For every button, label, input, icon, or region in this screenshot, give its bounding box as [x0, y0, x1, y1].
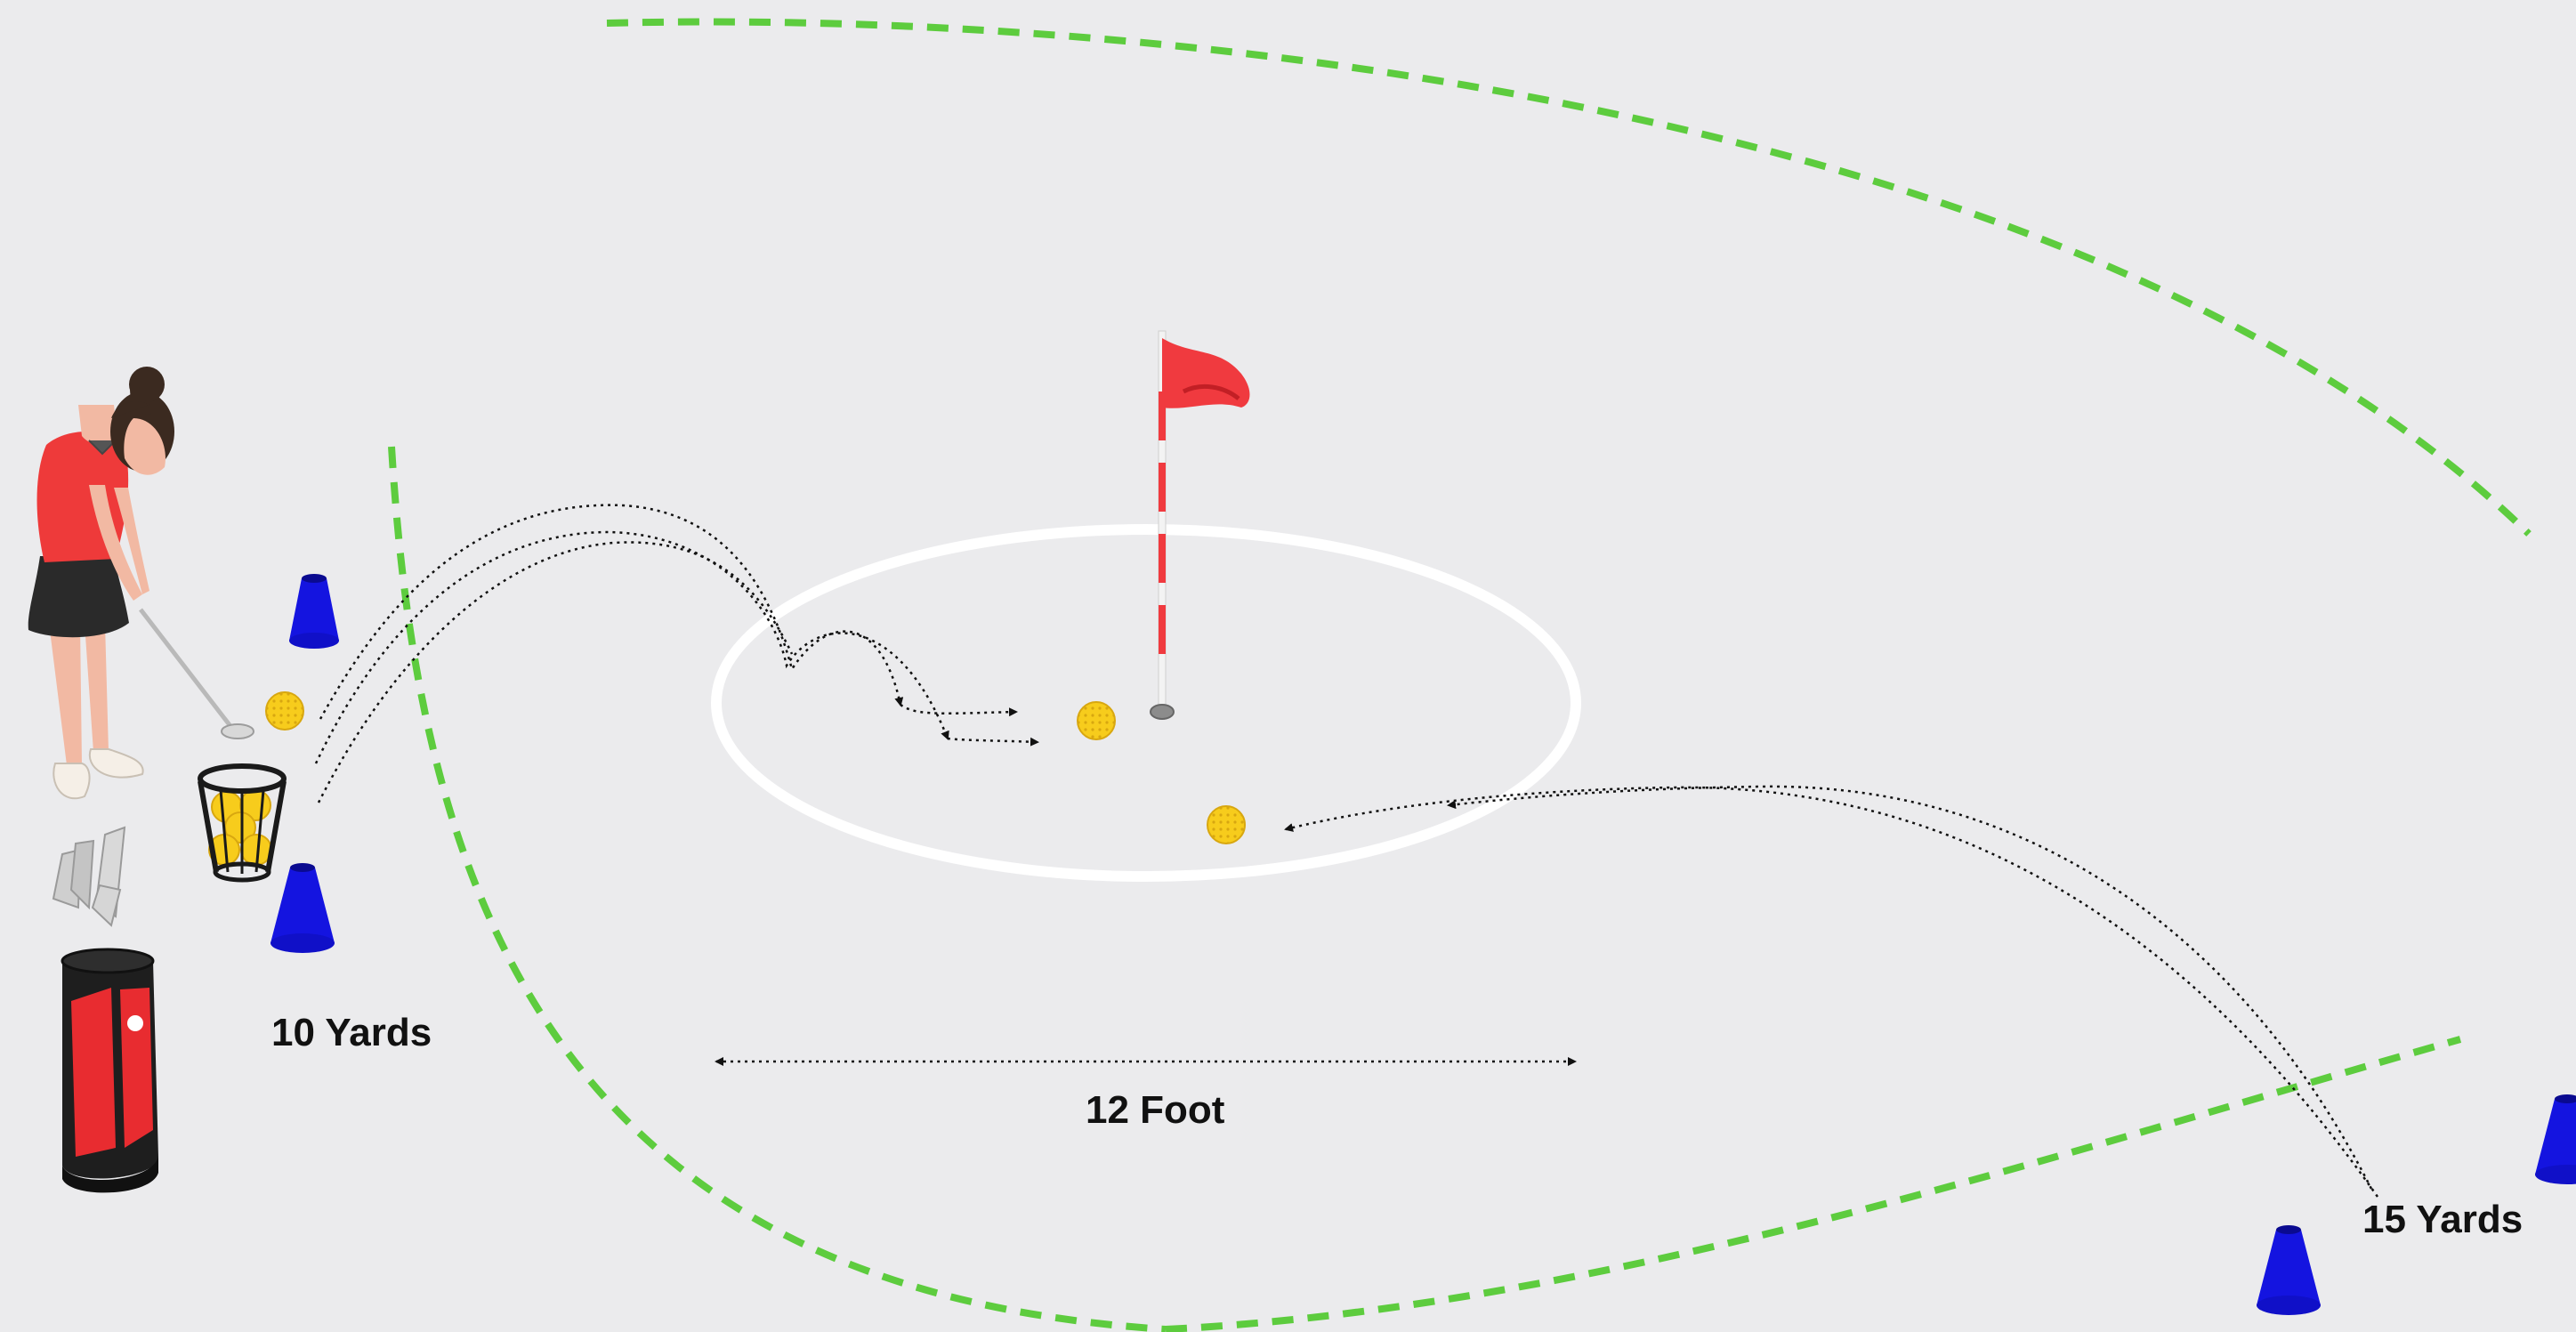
cone-icon — [289, 574, 339, 649]
twelve-foot-label: 12 Foot — [1086, 1088, 1225, 1132]
golf-ball-icon — [1207, 805, 1246, 844]
trajectory-line — [900, 703, 1018, 717]
fifteen-yards-label: 15 Yards — [2362, 1198, 2523, 1241]
cone-icon — [2535, 1094, 2576, 1184]
cone-icon — [2257, 1225, 2321, 1315]
golf-ball-icon — [1077, 701, 1116, 740]
boundary-line-fifteen-yards — [1165, 1036, 2462, 1332]
target-green-ring — [711, 524, 1581, 882]
boundary-lines — [388, 18, 2532, 1332]
trajectory-line — [317, 541, 794, 803]
hole-icon — [1150, 704, 1175, 720]
golf-ball-icon — [265, 691, 304, 731]
golfer-icon — [28, 367, 254, 800]
ten-yards-label: 10 Yards — [271, 1011, 432, 1054]
shot-trajectories-short — [314, 504, 1039, 803]
boundary-arc-top — [606, 18, 2532, 537]
golf-bag-icon — [52, 826, 158, 1193]
cone-icon — [271, 863, 335, 953]
boundary-line-ten-yards — [388, 446, 1167, 1332]
ball-basket-icon — [198, 763, 287, 883]
shot-trajectories-long — [1284, 785, 2379, 1198]
trajectory-line — [1284, 786, 2379, 1198]
